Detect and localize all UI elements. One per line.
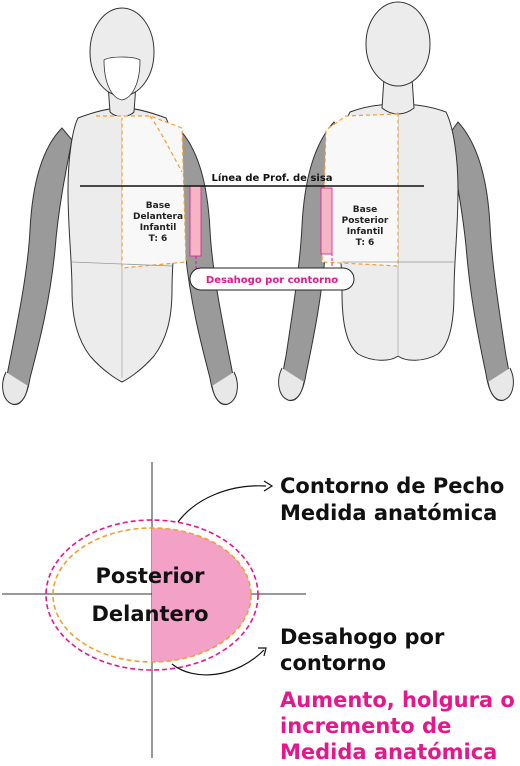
front-face-mask bbox=[103, 56, 141, 101]
desahogo-line-1: Desahogo por bbox=[280, 625, 445, 649]
front-left-arm bbox=[5, 127, 73, 406]
back-right-hand bbox=[487, 367, 514, 401]
aumento-line-2: incremento de bbox=[280, 714, 451, 738]
back-block-label-3: Infantil bbox=[347, 227, 384, 237]
anatomical-contour bbox=[52, 527, 252, 663]
contorno-arrow bbox=[177, 485, 267, 523]
aumento-line-3: Medida anatómica bbox=[280, 740, 497, 764]
front-right-hand bbox=[211, 371, 238, 405]
back-head bbox=[365, 1, 431, 87]
chest-contour-diagram: Posterior Delantero Contorno de Pecho Me… bbox=[2, 462, 515, 764]
back-ease-strip bbox=[320, 187, 333, 255]
front-block-label-1: Base bbox=[146, 201, 170, 211]
front-figure: Base Delantera Infantil T: 6 bbox=[2, 7, 238, 406]
front-armhole bbox=[149, 115, 183, 173]
delantero-label: Delantero bbox=[91, 602, 208, 626]
back-block-label-1: Base bbox=[353, 205, 377, 215]
back-left-hand bbox=[278, 367, 305, 401]
front-block-label-4: T: 6 bbox=[149, 234, 168, 244]
front-waist-line bbox=[71, 261, 173, 267]
contorno-title: Contorno de Pecho bbox=[280, 474, 504, 498]
back-block-label-4: T: 6 bbox=[356, 238, 375, 248]
back-neck bbox=[381, 77, 415, 115]
desahogo-line-2: contorno bbox=[280, 651, 386, 675]
front-block-label-3: Infantil bbox=[140, 223, 177, 233]
ease-contour bbox=[45, 519, 259, 671]
posterior-label: Posterior bbox=[96, 564, 206, 588]
front-block-label-2: Delantera bbox=[133, 212, 183, 222]
desahogo-arrow bbox=[171, 649, 265, 676]
front-ease-strip bbox=[189, 185, 202, 257]
front-bodice-block bbox=[96, 115, 187, 269]
back-figure: Base Posterior Infantil T: 6 bbox=[278, 1, 514, 402]
ease-badge bbox=[189, 267, 355, 291]
front-left-hand bbox=[2, 371, 29, 405]
aumento-line-1: Aumento, holgura o bbox=[280, 688, 515, 712]
contorno-arrow-head bbox=[263, 480, 274, 492]
ease-badge-label: Desahogo por contorno bbox=[206, 275, 338, 286]
back-block-label-2: Posterior bbox=[342, 216, 389, 226]
contorno-subtitle: Medida anatómica bbox=[280, 501, 497, 525]
sisa-line-label: Línea de Prof. de sisa bbox=[211, 172, 332, 184]
delantero-half-fill bbox=[152, 528, 251, 662]
desahogo-arrow-head bbox=[258, 647, 267, 657]
